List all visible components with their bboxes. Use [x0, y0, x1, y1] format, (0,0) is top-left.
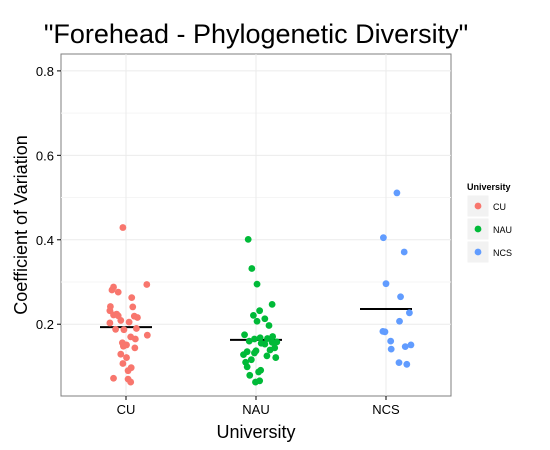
data-point-ncs	[397, 293, 404, 301]
legend-label: CU	[493, 202, 506, 212]
x-axis-title: University	[216, 422, 295, 442]
y-axis-title: Coefficient of Variation	[11, 135, 31, 314]
y-axis: 0.2 0.4 0.6 0.8	[36, 64, 61, 332]
data-point-nau	[255, 368, 262, 376]
data-point-nau	[248, 265, 256, 272]
data-point-ncs	[387, 345, 395, 353]
data-point-cu	[143, 281, 151, 288]
data-point-ncs	[380, 234, 387, 242]
data-point-ncs	[395, 359, 403, 367]
data-point-ncs	[407, 341, 415, 349]
data-point-nau	[251, 335, 258, 343]
data-point-nau	[245, 337, 253, 345]
data-point-nau	[263, 352, 271, 360]
y-tick-label: 0.8	[36, 64, 54, 79]
data-point-nau	[272, 354, 280, 361]
data-point-nau	[243, 363, 251, 371]
data-point-nau	[244, 235, 252, 243]
data-point-cu	[128, 294, 136, 302]
data-point-ncs	[403, 360, 411, 368]
x-axis: CU NAU NCS	[117, 396, 400, 417]
data-point-cu	[143, 331, 151, 339]
data-point-nau	[252, 378, 259, 386]
legend-label: NCS	[493, 248, 512, 258]
data-point-cu	[124, 367, 132, 375]
data-point-cu	[110, 374, 117, 382]
data-point-cu	[127, 378, 135, 386]
data-point-cu	[123, 354, 130, 361]
data-point-ncs	[393, 189, 401, 197]
legend-key-nau	[474, 225, 482, 233]
data-point-nau	[256, 334, 264, 342]
data-point-cu	[106, 319, 114, 327]
data-point-cu	[131, 335, 139, 343]
x-tick-label: NCS	[372, 402, 400, 417]
chart-title: "Forehead - Phylogenetic Diversity"	[44, 19, 468, 49]
y-tick-label: 0.2	[36, 317, 54, 332]
y-tick-label: 0.4	[36, 233, 54, 248]
data-point-cu	[112, 325, 119, 333]
data-point-nau	[268, 300, 276, 308]
data-point-ncs	[382, 280, 390, 288]
legend-title: University	[467, 182, 511, 192]
data-point-nau	[269, 333, 277, 340]
data-point-cu	[131, 344, 139, 352]
data-point-ncs	[381, 328, 389, 336]
data-point-nau	[246, 371, 254, 379]
data-point-cu	[119, 224, 127, 231]
data-point-nau	[268, 338, 276, 346]
data-point-cu	[117, 317, 125, 324]
x-tick-label: NAU	[242, 402, 269, 417]
data-point-nau	[265, 322, 273, 329]
legend: University CU NAU NCS	[466, 182, 512, 264]
data-point-cu	[114, 288, 122, 296]
data-point-cu	[134, 314, 141, 321]
y-tick-label: 0.6	[36, 148, 54, 163]
data-point-nau	[253, 280, 261, 288]
data-point-ncs	[401, 343, 409, 350]
data-point-nau	[240, 351, 247, 359]
x-tick-label: CU	[117, 402, 136, 417]
data-point-cu	[120, 326, 128, 334]
data-point-cu	[108, 286, 116, 294]
legend-key-cu	[474, 202, 482, 210]
data-point-nau	[247, 356, 255, 364]
data-point-cu	[129, 303, 137, 311]
data-point-ncs	[400, 248, 408, 256]
data-point-cu	[133, 325, 140, 332]
data-point-nau	[256, 307, 264, 315]
data-point-nau	[261, 340, 269, 348]
legend-key-ncs	[474, 248, 482, 256]
data-point-ncs	[396, 317, 403, 325]
legend-label: NAU	[493, 225, 512, 235]
grid-lines	[61, 54, 451, 396]
data-point-nau	[266, 346, 274, 354]
data-point-nau	[253, 317, 261, 325]
data-point-nau	[250, 311, 257, 319]
data-point-ncs	[387, 337, 395, 345]
data-point-nau	[251, 349, 258, 357]
data-points	[106, 189, 415, 386]
data-point-cu	[125, 318, 133, 326]
data-point-nau	[261, 315, 269, 323]
data-point-cu	[117, 350, 125, 358]
data-point-nau	[241, 331, 248, 339]
data-point-cu	[120, 342, 127, 350]
data-point-cu	[119, 360, 127, 367]
data-point-ncs	[406, 309, 413, 317]
data-point-nau	[264, 335, 271, 342]
